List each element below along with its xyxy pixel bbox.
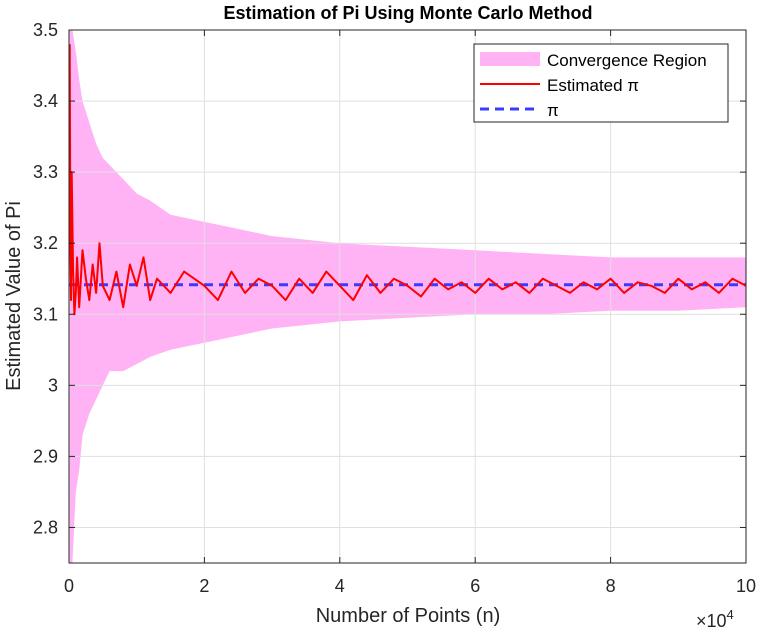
convergence-region-band — [69, 30, 746, 563]
legend-label-estimate: Estimated π — [547, 76, 639, 95]
x-tick-label: 6 — [470, 576, 480, 596]
y-tick-label: 3.2 — [33, 233, 58, 253]
estimate-line-layer — [68, 44, 747, 316]
x-exponent-power: 4 — [727, 607, 734, 622]
x-exponent-base: ×10 — [696, 611, 727, 630]
convergence-region-layer — [69, 30, 746, 563]
plot-frame — [68, 29, 747, 564]
y-tick-label: 3.5 — [33, 20, 58, 40]
x-exponent-label: ×104 — [696, 607, 734, 630]
legend-label-reference: π — [547, 101, 559, 120]
estimated-pi-line — [68, 44, 747, 316]
y-axis-label: Estimated Value of Pi — [3, 201, 25, 391]
x-tick-label: 10 — [736, 576, 756, 596]
x-tick-label: 4 — [335, 576, 345, 596]
y-tick-label: 3.4 — [33, 91, 58, 111]
x-tick-label: 2 — [199, 576, 209, 596]
y-tick-label: 3 — [48, 375, 58, 395]
legend: Convergence Region Estimated π π — [473, 43, 729, 123]
y-tick-label: 2.9 — [33, 446, 58, 466]
y-tick-label: 2.8 — [33, 517, 58, 537]
y-tick-label: 3.3 — [33, 162, 58, 182]
chart-title: Estimation of Pi Using Monte Carlo Metho… — [224, 3, 593, 23]
tick-layer: 0 2 4 6 8 10 2.8 2.9 3 3.1 3.2 3.3 3.4 3.5 — [33, 20, 756, 596]
legend-swatch-band — [480, 52, 540, 66]
x-tick-label: 0 — [64, 576, 74, 596]
x-tick-label: 8 — [606, 576, 616, 596]
legend-label-band: Convergence Region — [547, 51, 707, 70]
y-tick-label: 3.1 — [33, 304, 58, 324]
x-axis-label: Number of Points (n) — [316, 605, 501, 627]
